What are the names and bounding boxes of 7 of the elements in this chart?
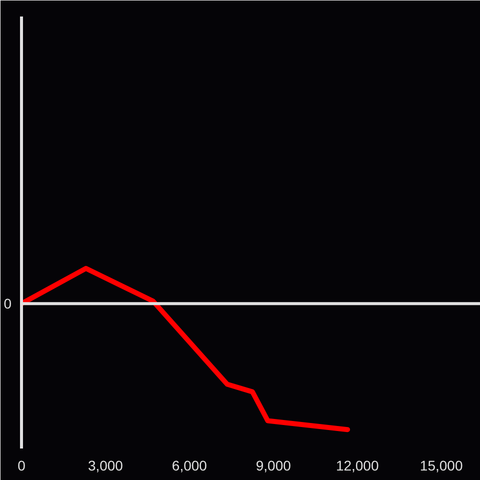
x-tick-label: 12,000 xyxy=(336,458,379,474)
ref-line-label: 0 xyxy=(4,296,12,312)
x-tick-label: 0 xyxy=(18,458,26,474)
x-tick-label: 15,000 xyxy=(420,458,463,474)
x-tick-label: 3,000 xyxy=(88,458,124,474)
x-tick-label: 6,000 xyxy=(172,458,208,474)
x-tick-label: 9,000 xyxy=(256,458,292,474)
